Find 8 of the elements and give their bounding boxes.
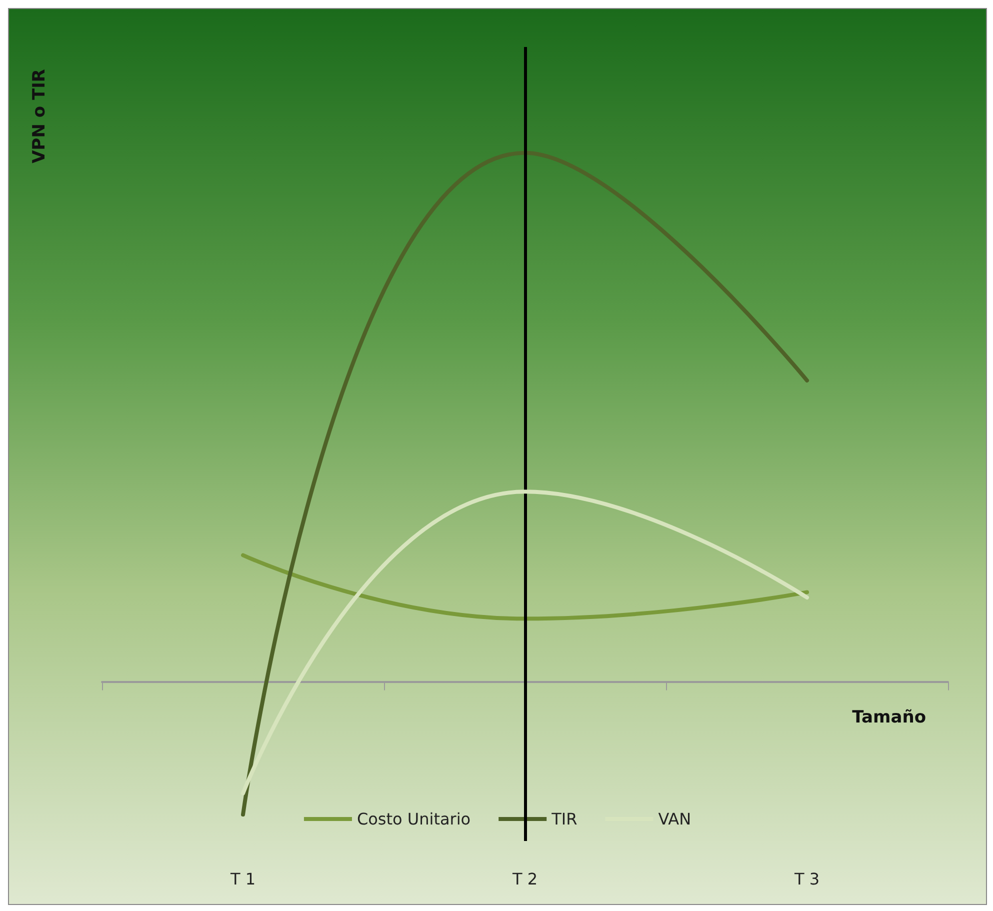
- legend-label: TIR: [550, 810, 578, 828]
- x-tick-label: T 3: [793, 870, 820, 888]
- x-axis-title: Tamaño: [852, 708, 926, 728]
- legend-label: VAN: [658, 810, 692, 828]
- legend-label: Costo Unitario: [356, 810, 471, 828]
- y-axis-title: VPN o TIR: [30, 68, 50, 164]
- x-tick-label: T 2: [511, 870, 538, 888]
- x-tick-label: T 1: [229, 870, 256, 888]
